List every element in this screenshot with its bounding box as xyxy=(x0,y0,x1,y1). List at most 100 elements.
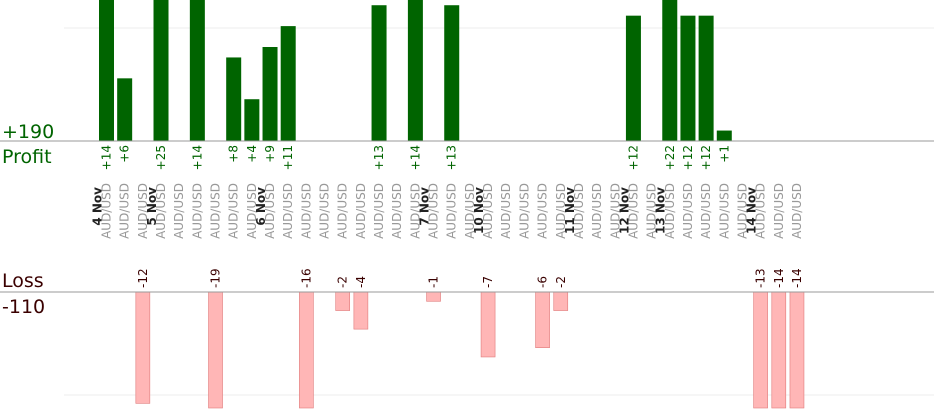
profit-value-label: +8 xyxy=(227,145,241,163)
profit-total: +190 xyxy=(2,121,54,143)
loss-total: -110 xyxy=(2,296,45,318)
category-label: AUD/USD xyxy=(590,183,604,239)
loss-bar xyxy=(771,291,787,409)
category-label: AUD/USD xyxy=(318,183,332,239)
category-label: AUD/USD xyxy=(681,183,695,239)
profit-value-label: +9 xyxy=(263,145,277,163)
date-label: 6 Nov xyxy=(254,187,268,226)
profit-value-label: +4 xyxy=(245,145,259,163)
category-label: AUD/USD xyxy=(608,183,622,239)
loss-bar xyxy=(299,291,314,409)
category-label: AUD/USD xyxy=(499,183,513,239)
category-label: AUD/USD xyxy=(645,183,659,239)
category-label: AUD/USD xyxy=(754,183,768,239)
category-label: AUD/USD xyxy=(372,183,386,239)
profit-value-label: +13 xyxy=(445,145,459,170)
category-label: AUD/USD xyxy=(227,183,241,239)
category-label: AUD/USD xyxy=(445,183,459,239)
profit-value-label: +12 xyxy=(681,145,695,170)
category-label: AUD/USD xyxy=(717,183,731,239)
category-label: AUD/USD xyxy=(336,183,350,239)
category-label: AUD/USD xyxy=(354,183,368,239)
profit-value-label: +13 xyxy=(372,145,386,170)
loss-value-label: -2 xyxy=(336,276,350,288)
category-label: AUD/USD xyxy=(100,183,114,239)
profit-value-label: +6 xyxy=(118,145,132,163)
loss-bar xyxy=(208,291,223,409)
category-label: AUD/USD xyxy=(154,183,168,239)
loss-value-label: -7 xyxy=(481,276,495,288)
category-label: AUD/USD xyxy=(481,183,495,239)
loss-value-label: -6 xyxy=(536,276,550,288)
loss-value-label: -2 xyxy=(554,276,568,288)
loss-value-label: -12 xyxy=(136,268,150,288)
profit-bar xyxy=(189,0,205,141)
profit-bar xyxy=(698,15,714,142)
loss-value-label: -14 xyxy=(790,268,804,288)
loss-value-labels: -12 -19 -16 -2 -4 -1 -7 -6 -2 -13 -14 -14 xyxy=(136,268,804,288)
date-label: 5 Nov xyxy=(145,187,159,226)
category-label: AUD/USD xyxy=(699,183,713,239)
profit-bar xyxy=(407,0,423,141)
profit-value-label: +12 xyxy=(626,145,640,170)
profit-bar xyxy=(226,57,242,141)
profit-bar xyxy=(280,26,296,141)
date-label: 11 Nov xyxy=(563,187,577,234)
category-label: AUD/USD xyxy=(281,183,295,239)
category-label: AUD/USD xyxy=(299,183,313,239)
profit-bar xyxy=(244,99,260,141)
profit-bar xyxy=(680,15,696,142)
date-label: 12 Nov xyxy=(617,187,631,234)
category-labels: AUD/USD AUD/USD AUD/USD AUD/USD AUD/USD AUD/U… xyxy=(100,183,804,239)
category-label: AUD/USD xyxy=(735,183,749,239)
date-label: 13 Nov xyxy=(654,187,668,234)
loss-bar xyxy=(335,291,351,311)
category-label: AUD/USD xyxy=(626,183,640,239)
profit-value-label: +14 xyxy=(408,145,422,170)
category-label: AUD/USD xyxy=(663,183,677,239)
category-label: AUD/USD xyxy=(463,183,477,239)
category-label: AUD/USD xyxy=(118,183,132,239)
loss-value-label: -16 xyxy=(299,268,313,288)
category-label: AUD/USD xyxy=(263,183,277,239)
loss-value-label: -14 xyxy=(772,268,786,288)
loss-value-label: -19 xyxy=(209,268,223,288)
loss-bar xyxy=(753,291,768,409)
category-label: AUD/USD xyxy=(245,183,259,239)
category-label: AUD/USD xyxy=(136,183,150,239)
profit-bars xyxy=(99,0,732,142)
profit-bar xyxy=(371,5,387,141)
loss-value-label: -1 xyxy=(427,276,441,288)
loss-value-label: -13 xyxy=(754,268,768,288)
category-label: AUD/USD xyxy=(390,183,404,239)
category-label: AUD/USD xyxy=(190,183,204,239)
profit-value-label: +1 xyxy=(717,145,731,163)
profit-label: Profit xyxy=(2,146,52,168)
category-label: AUD/USD xyxy=(772,183,786,239)
profit-bar xyxy=(153,0,169,141)
loss-label: Loss xyxy=(2,270,44,292)
profit-bar xyxy=(625,15,641,142)
loss-bar xyxy=(535,291,550,348)
profit-value-label: +12 xyxy=(699,145,713,170)
loss-bar xyxy=(426,291,441,302)
loss-bar xyxy=(480,291,496,358)
category-label: AUD/USD xyxy=(572,183,586,239)
loss-value-label: -4 xyxy=(354,276,368,288)
category-label: AUD/USD xyxy=(536,183,550,239)
loss-bar xyxy=(353,291,369,330)
loss-bar xyxy=(789,291,805,409)
loss-bars xyxy=(135,291,805,409)
category-label: AUD/USD xyxy=(408,183,422,239)
profit-value-label: +22 xyxy=(663,145,677,170)
profit-bar xyxy=(716,130,732,141)
profit-value-label: +25 xyxy=(154,145,168,170)
category-label: AUD/USD xyxy=(427,183,441,239)
profit-bar xyxy=(262,47,278,141)
date-label: 14 Nov xyxy=(745,187,759,234)
loss-bar xyxy=(553,291,569,311)
profit-bar xyxy=(117,78,133,141)
category-label: AUD/USD xyxy=(554,183,568,239)
date-label: 7 Nov xyxy=(417,187,431,226)
profit-value-labels: +14 +6 +25 +14 +8 +4 +9 +11 +13 +14 +13 +12 +22 +12 +1… xyxy=(100,145,732,170)
